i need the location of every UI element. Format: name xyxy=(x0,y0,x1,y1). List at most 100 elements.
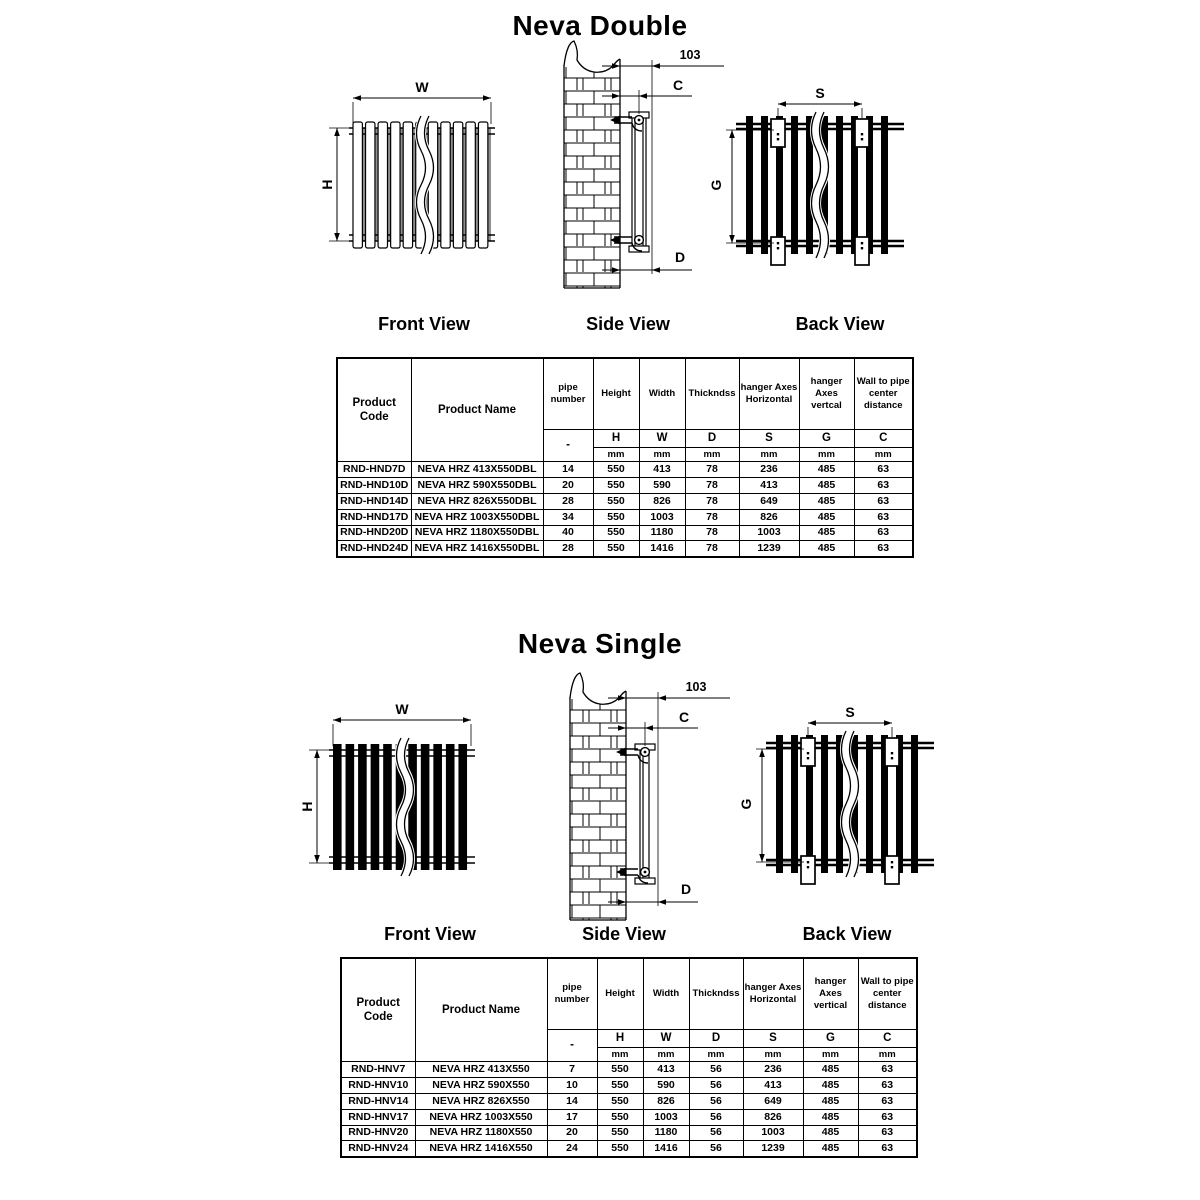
table-cell: 485 xyxy=(802,1061,859,1078)
table-cell: 236 xyxy=(738,461,800,478)
table-cell: 1416 xyxy=(642,1140,690,1158)
symbol-cell: D xyxy=(684,429,740,448)
col-header: Width xyxy=(642,957,690,1030)
unit-cell: mm xyxy=(738,447,800,462)
table-cell: 7 xyxy=(546,1061,598,1078)
col-header: Thickndss xyxy=(684,357,740,430)
table-cell: 550 xyxy=(592,524,640,542)
dim-label: H xyxy=(299,801,315,811)
dim-label: S xyxy=(815,85,824,101)
unit-cell: mm xyxy=(742,1047,804,1062)
table-cell: 17 xyxy=(546,1108,598,1126)
table-cell: RND-HNV14 xyxy=(340,1092,416,1110)
front-view-label-single: Front View xyxy=(384,924,476,944)
table-cell: 550 xyxy=(596,1124,644,1142)
dim-label: 103 xyxy=(680,48,701,62)
table-cell: NEVA HRZ 1416X550 xyxy=(414,1140,548,1158)
table-cell: 14 xyxy=(546,1092,598,1110)
col-header: Product Code xyxy=(340,957,416,1062)
table-cell: 550 xyxy=(592,508,640,526)
table-cell: 34 xyxy=(542,508,594,526)
table-cell: 1003 xyxy=(638,508,686,526)
section-title-neva-single: Neva Single xyxy=(517,628,683,659)
unit-cell: mm xyxy=(638,447,686,462)
col-header: Thickndss xyxy=(688,957,744,1030)
table-cell: 20 xyxy=(542,476,594,494)
dim-label: 103 xyxy=(686,680,707,694)
table-cell: RND-HNV10 xyxy=(340,1076,416,1094)
symbol-cell: W xyxy=(642,1029,690,1048)
table-cell: 550 xyxy=(592,476,640,494)
table-cell: NEVA HRZ 1003X550 xyxy=(414,1108,548,1126)
side-view-label-double: Side View xyxy=(586,314,670,334)
table-cell: 485 xyxy=(802,1108,859,1126)
table-cell: 63 xyxy=(857,1124,918,1142)
symbol-cell: - xyxy=(546,1029,598,1062)
table-cell: 1003 xyxy=(642,1108,690,1126)
table-cell: 63 xyxy=(853,524,914,542)
table-cell: NEVA HRZ 413X550 xyxy=(414,1061,548,1078)
table-row: RND-HNV7 NEVA HRZ 413X550 7 550 413 56 236 485 6… xyxy=(340,1061,918,1078)
back-view-drawing-single: SG xyxy=(738,704,934,885)
table-cell: NEVA HRZ 1003X550DBL xyxy=(410,508,544,526)
table-cell: 550 xyxy=(596,1076,644,1094)
table-cell: 550 xyxy=(592,461,640,478)
col-header: hanger Axes Horizontal xyxy=(738,357,800,430)
table-row: RND-HNV14 NEVA HRZ 826X550 14 550 826 56 649 48… xyxy=(340,1092,918,1110)
table-cell: 63 xyxy=(857,1108,918,1126)
unit-cell: mm xyxy=(596,1047,644,1062)
table-cell: 63 xyxy=(853,476,914,494)
table-cell: 63 xyxy=(857,1140,918,1158)
symbol-cell: G xyxy=(798,429,855,448)
unit-cell: mm xyxy=(802,1047,859,1062)
table-cell: NEVA HRZ 1180X550 xyxy=(414,1124,548,1142)
table-cell: 78 xyxy=(684,524,740,542)
table-cell: 56 xyxy=(688,1124,744,1142)
table-cell: 485 xyxy=(798,524,855,542)
col-header: hanger Axes vertcal xyxy=(798,357,855,430)
table-cell: 14 xyxy=(542,461,594,478)
table-cell: NEVA HRZ 1416X550DBL xyxy=(410,540,544,558)
side-view-label-single: Side View xyxy=(582,924,666,944)
front-view-drawing-double: WH xyxy=(319,79,495,257)
table-cell: 826 xyxy=(742,1108,804,1126)
table-cell: 78 xyxy=(684,461,740,478)
spec-table-body: RND-HND7D NEVA HRZ 413X550DBL 14 550 413 78 23… xyxy=(336,461,914,558)
col-header: Wall to pipe center distance xyxy=(857,957,918,1030)
dim-label: S xyxy=(845,704,854,720)
table-cell: 78 xyxy=(684,492,740,510)
table-cell: 56 xyxy=(688,1092,744,1110)
table-cell: 10 xyxy=(546,1076,598,1094)
table-row: RND-HNV24 NEVA HRZ 1416X550 24 550 1416 56 123… xyxy=(340,1140,918,1158)
table-cell: RND-HND7D xyxy=(336,461,412,478)
symbol-cell: G xyxy=(802,1029,859,1048)
table-cell: 1239 xyxy=(742,1140,804,1158)
table-cell: 826 xyxy=(642,1092,690,1110)
table-cell: 63 xyxy=(857,1061,918,1078)
symbol-cell: S xyxy=(742,1029,804,1048)
table-row: RND-HND10D NEVA HRZ 590X550DBL 20 550 590 78 4… xyxy=(336,476,914,494)
table-cell: 826 xyxy=(738,508,800,526)
unit-cell: mm xyxy=(857,1047,918,1062)
table-cell: 63 xyxy=(853,492,914,510)
table-cell: NEVA HRZ 590X550 xyxy=(414,1076,548,1094)
symbol-cell: - xyxy=(542,429,594,462)
unit-cell: mm xyxy=(642,1047,690,1062)
unit-cell: mm xyxy=(853,447,914,462)
back-view-label-double: Back View xyxy=(795,314,885,334)
table-cell: 1180 xyxy=(642,1124,690,1142)
table-row: RND-HNV20 NEVA HRZ 1180X550 20 550 1180 56 100… xyxy=(340,1124,918,1142)
side-view-drawing-single: 103 C D xyxy=(569,672,730,921)
table-cell: 28 xyxy=(542,492,594,510)
table-cell: RND-HNV7 xyxy=(340,1061,416,1078)
table-cell: NEVA HRZ 826X550DBL xyxy=(410,492,544,510)
col-header: pipe number xyxy=(546,957,598,1030)
table-cell: 413 xyxy=(742,1076,804,1094)
table-cell: 63 xyxy=(857,1076,918,1094)
unit-cell: mm xyxy=(798,447,855,462)
dim-label: D xyxy=(675,249,685,265)
table-cell: 63 xyxy=(853,508,914,526)
table-cell: 485 xyxy=(798,508,855,526)
table-cell: RND-HNV17 xyxy=(340,1108,416,1126)
unit-cell: mm xyxy=(688,1047,744,1062)
